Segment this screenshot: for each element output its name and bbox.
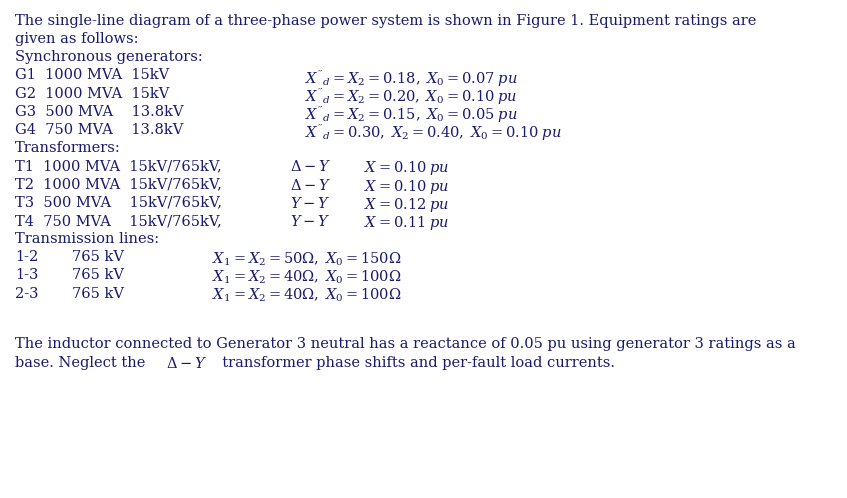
- Text: transformer phase shifts and per-fault load currents.: transformer phase shifts and per-fault l…: [213, 356, 616, 370]
- Text: $X''_d = X_2 = 0.18,\; X_0 = 0.07\;pu$: $X''_d = X_2 = 0.18,\; X_0 = 0.07\;pu$: [305, 68, 518, 89]
- Text: 1-3: 1-3: [15, 268, 39, 282]
- Text: base. Neglect the: base. Neglect the: [15, 356, 146, 370]
- Text: $X_1 = X_2 = 50\Omega,\; X_0 = 150\Omega$: $X_1 = X_2 = 50\Omega,\; X_0 = 150\Omega…: [212, 250, 401, 267]
- Text: $X = 0.11\;pu$: $X = 0.11\;pu$: [364, 214, 450, 232]
- Text: T3  500 MVA    15kV/765kV,: T3 500 MVA 15kV/765kV,: [15, 196, 222, 210]
- Text: $X''_d = X_2 = 0.15,\; X_0 = 0.05\;pu$: $X''_d = X_2 = 0.15,\; X_0 = 0.05\;pu$: [305, 105, 518, 125]
- Text: $X_1 = X_2 = 40\Omega,\; X_0 = 100\Omega$: $X_1 = X_2 = 40\Omega,\; X_0 = 100\Omega…: [212, 286, 401, 304]
- Text: T2  1000 MVA  15kV/765kV,: T2 1000 MVA 15kV/765kV,: [15, 177, 222, 192]
- Text: 765 kV: 765 kV: [72, 268, 124, 282]
- Text: The single-line diagram of a three-phase power system is shown in Figure 1. Equi: The single-line diagram of a three-phase…: [15, 14, 756, 28]
- Text: Transmission lines:: Transmission lines:: [15, 232, 159, 246]
- Text: Synchronous generators:: Synchronous generators:: [15, 50, 203, 64]
- Text: $X = 0.10\;pu$: $X = 0.10\;pu$: [364, 177, 450, 196]
- Text: $Y - Y$: $Y - Y$: [290, 214, 330, 229]
- Text: $X''_d = 0.30,\; X_2 = 0.40,\; X_0 = 0.10\;pu$: $X''_d = 0.30,\; X_2 = 0.40,\; X_0 = 0.1…: [305, 123, 562, 143]
- Text: 1-2: 1-2: [15, 250, 38, 264]
- Text: $\Delta - Y$: $\Delta - Y$: [166, 356, 208, 371]
- Text: $X_1 = X_2 = 40\Omega,\; X_0 = 100\Omega$: $X_1 = X_2 = 40\Omega,\; X_0 = 100\Omega…: [212, 268, 401, 286]
- Text: $X''_d = X_2 = 0.20,\; X_0 = 0.10\;pu$: $X''_d = X_2 = 0.20,\; X_0 = 0.10\;pu$: [305, 87, 518, 107]
- Text: 765 kV: 765 kV: [72, 286, 124, 301]
- Text: given as follows:: given as follows:: [15, 32, 139, 46]
- Text: $Y - Y$: $Y - Y$: [290, 196, 330, 211]
- Text: T4  750 MVA    15kV/765kV,: T4 750 MVA 15kV/765kV,: [15, 214, 222, 228]
- Text: 765 kV: 765 kV: [72, 250, 124, 264]
- Text: $\Delta - Y$: $\Delta - Y$: [290, 159, 331, 174]
- Text: $X = 0.12\;pu$: $X = 0.12\;pu$: [364, 196, 450, 214]
- Text: G3  500 MVA    13.8kV: G3 500 MVA 13.8kV: [15, 105, 184, 119]
- Text: G1  1000 MVA  15kV: G1 1000 MVA 15kV: [15, 68, 169, 83]
- Text: G2  1000 MVA  15kV: G2 1000 MVA 15kV: [15, 87, 169, 101]
- Text: $X = 0.10\;pu$: $X = 0.10\;pu$: [364, 159, 450, 177]
- Text: G4  750 MVA    13.8kV: G4 750 MVA 13.8kV: [15, 123, 184, 137]
- Text: T1  1000 MVA  15kV/765kV,: T1 1000 MVA 15kV/765kV,: [15, 159, 222, 173]
- Text: Transformers:: Transformers:: [15, 141, 121, 155]
- Text: $\Delta - Y$: $\Delta - Y$: [290, 177, 331, 193]
- Text: The inductor connected to Generator 3 neutral has a reactance of 0.05 pu using g: The inductor connected to Generator 3 ne…: [15, 338, 796, 352]
- Text: 2-3: 2-3: [15, 286, 39, 301]
